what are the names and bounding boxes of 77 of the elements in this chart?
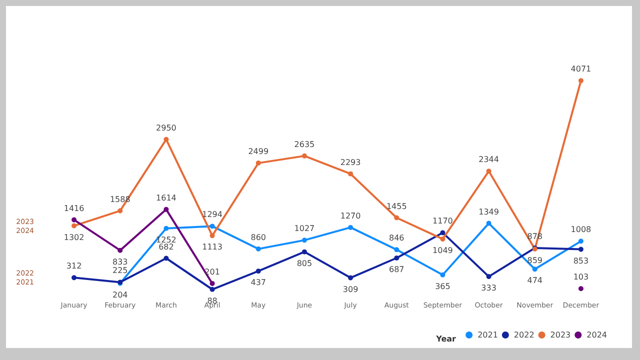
data-label: 1049 (432, 246, 453, 256)
data-label: 437 (250, 278, 266, 288)
point (210, 280, 215, 286)
data-label: 333 (481, 284, 496, 293)
data-label: 682 (158, 242, 174, 252)
point (72, 217, 77, 222)
data-label: 2293 (340, 158, 361, 167)
data-label: 1349 (478, 207, 499, 216)
data-label: 1614 (156, 193, 176, 202)
data-label: 2499 (248, 147, 269, 156)
point (486, 220, 492, 226)
data-label: 312 (66, 262, 82, 271)
point (302, 249, 307, 254)
data-label: 225 (112, 266, 128, 276)
data-label: 365 (435, 282, 450, 291)
legend-label: 2021 (478, 330, 498, 340)
point (210, 233, 215, 238)
legend-label: 2023 (550, 330, 571, 340)
point (348, 171, 354, 176)
data-label: 805 (296, 258, 312, 268)
point (210, 224, 215, 229)
point (348, 224, 354, 230)
point (486, 274, 492, 280)
data-label: 309 (342, 284, 358, 294)
point (210, 286, 215, 292)
data-label: 474 (527, 276, 543, 286)
data-label: 1270 (340, 211, 361, 220)
point (118, 208, 123, 214)
point (256, 160, 261, 166)
point (578, 246, 584, 252)
point (578, 238, 584, 244)
point (72, 275, 77, 280)
data-label: 1252 (156, 235, 176, 244)
data-label: 853 (573, 256, 589, 266)
point (440, 272, 446, 278)
data-label: 4071 (570, 64, 592, 74)
point (256, 246, 261, 252)
data-label: 1294 (202, 210, 222, 220)
data-label: 204 (112, 290, 128, 300)
point (578, 286, 584, 292)
point (394, 215, 400, 220)
point (164, 226, 169, 231)
data-label: 2344 (478, 155, 499, 164)
data-label: 846 (388, 234, 404, 243)
data-label: 687 (388, 265, 404, 274)
point (164, 136, 169, 142)
legend-label: 2022 (514, 330, 534, 340)
point (164, 206, 169, 212)
data-label: 1008 (570, 225, 592, 234)
point (440, 236, 446, 242)
data-label: 1170 (432, 216, 453, 226)
point (578, 78, 584, 84)
point (394, 256, 400, 260)
data-label: 859 (527, 256, 543, 265)
legend-label: 2024 (586, 330, 607, 340)
point (486, 168, 492, 174)
point (72, 223, 77, 228)
data-label: 1455 (386, 202, 407, 211)
point (348, 275, 354, 280)
data-label: 1113 (202, 242, 222, 252)
data-label: 1302 (64, 232, 84, 242)
data-label: 2950 (156, 123, 176, 132)
point (394, 247, 400, 252)
point (118, 248, 123, 253)
data-label: 1027 (294, 224, 315, 234)
data-label: 2635 (294, 140, 315, 149)
point (532, 266, 538, 272)
legend-title: Year (435, 334, 456, 344)
point (302, 153, 307, 158)
point (164, 256, 169, 261)
data-label: 1416 (64, 204, 84, 213)
point (440, 230, 446, 236)
point (256, 268, 261, 274)
data-label: 103 (573, 272, 589, 282)
data-label: 860 (250, 232, 266, 242)
data-label: 833 (112, 257, 128, 266)
point (302, 238, 307, 243)
